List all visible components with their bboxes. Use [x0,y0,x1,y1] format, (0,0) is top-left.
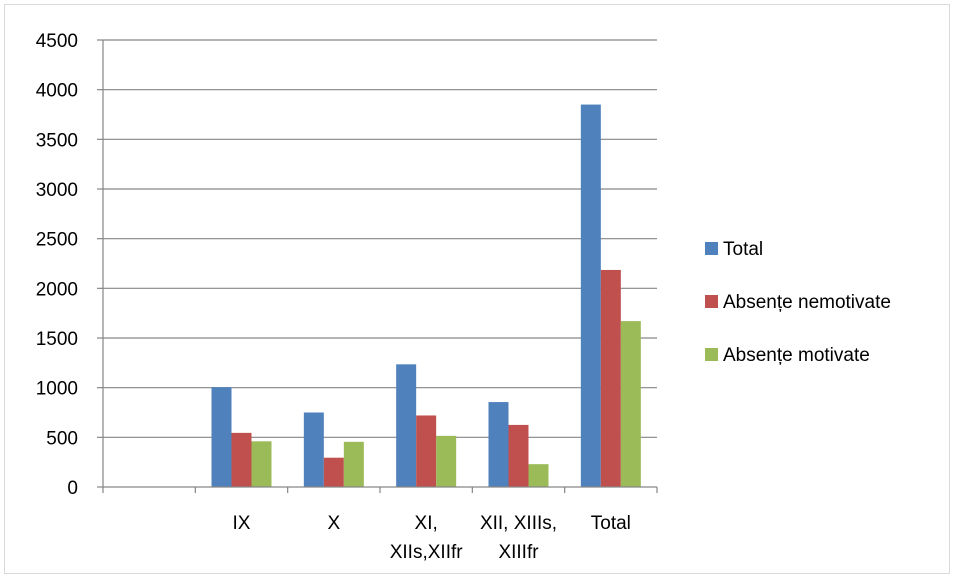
x-tick-label: XIIIfr [498,542,539,563]
legend-label: Absențe nemotivate [723,292,891,313]
bar-absen-e-nemotivate [600,269,621,487]
y-tick-label: 2000 [36,279,78,300]
x-tick-label: XIIs,XIIfr [390,542,464,563]
bar-total [488,402,509,487]
bars [211,104,641,488]
bar-total [396,364,417,487]
x-tick-labels: IX X XI, XIIs,XIIfr XII, XIIIs, XIIIfr Total [233,513,631,563]
x-tick-label: X [327,513,340,534]
bar-total [211,387,232,487]
bar-absen-e-motivate [528,464,549,487]
y-tick-label: 500 [46,428,78,449]
bar-absen-e-nemotivate [231,432,252,487]
y-tick-label: 1000 [36,379,78,400]
y-tick-label: 4000 [36,81,78,102]
legend-label: Total [723,239,763,260]
y-tick-label: 1500 [36,329,78,350]
y-tick-labels: 0 500 1000 1500 2000 2500 3000 3500 4000 4500 [36,31,78,499]
bar-total [303,412,324,487]
y-tick-label: 2500 [36,230,78,251]
gridlines [97,39,657,488]
chart-frame [4,4,950,574]
x-tick-label: IX [233,513,251,534]
y-tick-label: 0 [67,478,78,499]
y-tick-label: 4500 [36,31,78,52]
legend-swatch [705,295,718,308]
x-tick-label: XI, [415,513,438,534]
bar-total [580,104,601,488]
bar-absen-e-motivate [620,321,641,487]
bar-absen-e-motivate [343,441,364,487]
bar-absen-e-nemotivate [508,424,529,487]
legend-swatch [705,348,718,361]
legend-swatch [705,242,718,255]
bar-absen-e-motivate [251,441,272,487]
x-tick-label: XII, XIIIs, [480,513,557,534]
legend-label: Absențe motivate [723,345,870,366]
bar-absen-e-motivate [436,435,457,487]
axes [102,40,658,493]
x-tick-label: Total [591,513,631,534]
y-tick-label: 3500 [36,130,78,151]
bar-absen-e-nemotivate [416,415,437,487]
y-tick-label: 3000 [36,180,78,201]
legend: Total Absențe nemotivate Absențe motivate [705,239,891,366]
bar-absen-e-nemotivate [323,457,344,487]
